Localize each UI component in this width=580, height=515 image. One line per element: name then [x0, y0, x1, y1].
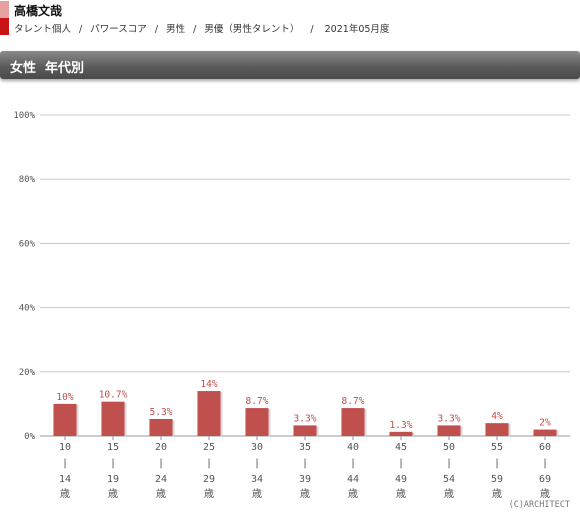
bar — [341, 408, 365, 436]
x-tick-label: | — [110, 458, 116, 469]
x-tick-label: 49 — [395, 474, 407, 485]
breadcrumb-item: パワースコア — [90, 24, 147, 35]
x-tick-label: 34 — [251, 474, 263, 485]
x-tick-label: | — [350, 458, 356, 469]
x-tick-label: 10 — [59, 442, 71, 453]
x-tick-label: 40 — [347, 442, 359, 453]
breadcrumb-item: 2021年05月度 — [324, 24, 390, 35]
y-tick-label: 0% — [24, 432, 35, 442]
bar — [389, 431, 413, 436]
bar — [437, 425, 461, 436]
data-label: 14% — [200, 379, 217, 390]
x-tick-label: 歳 — [396, 488, 406, 500]
breadcrumb-item: タレント個人 — [14, 24, 72, 35]
bar — [53, 403, 77, 436]
y-tick-label: 100% — [13, 111, 35, 121]
x-tick-label: 44 — [347, 474, 359, 485]
copyright-text: (C)ARCHITECT — [508, 500, 570, 510]
x-tick-label: 歳 — [204, 488, 214, 500]
bar — [533, 429, 557, 436]
x-tick-label: | — [158, 458, 164, 469]
data-label: 8.7% — [246, 396, 269, 407]
y-tick-label: 60% — [19, 239, 36, 249]
bar — [197, 391, 221, 436]
x-tick-label: 30 — [251, 442, 263, 453]
x-tick-label: 19 — [107, 474, 119, 485]
page-header: 高橋文哉 タレント個人 / パワースコア / 男性 / 男優（男性タレント） /… — [0, 0, 580, 40]
bar — [101, 401, 125, 436]
breadcrumb-separator: / — [193, 24, 197, 35]
data-label: 3.3% — [294, 413, 317, 424]
breadcrumb-separator: / — [310, 24, 314, 35]
data-label: 10.7% — [99, 390, 128, 401]
header-mark-top — [0, 1, 9, 18]
x-tick-label: | — [542, 458, 548, 469]
x-tick-label: 54 — [443, 474, 455, 485]
section-banner: 女性 年代別 — [0, 51, 580, 79]
x-tick-label: 歳 — [444, 488, 454, 500]
breadcrumb-separator: / — [79, 24, 83, 35]
x-tick-label: 歳 — [540, 488, 550, 500]
x-tick-label: 歳 — [60, 488, 70, 500]
breadcrumb: タレント個人 / パワースコア / 男性 / 男優（男性タレント） / 2021… — [14, 21, 389, 35]
data-label: 10% — [56, 392, 73, 403]
x-tick-label: 35 — [299, 442, 311, 453]
y-tick-label: 20% — [19, 368, 36, 378]
data-label: 3.3% — [438, 413, 461, 424]
x-tick-label: 歳 — [156, 488, 166, 500]
y-tick-label: 80% — [19, 175, 36, 185]
x-tick-label: | — [206, 458, 212, 469]
x-tick-label: 20 — [155, 442, 167, 453]
x-tick-label: 24 — [155, 474, 167, 485]
x-tick-label: 59 — [491, 474, 503, 485]
header-mark-bottom — [0, 18, 9, 35]
data-label: 4% — [491, 411, 503, 422]
x-tick-label: 歳 — [348, 488, 358, 500]
x-tick-label: 69 — [539, 474, 551, 485]
bar — [149, 418, 173, 436]
x-tick-label: 60 — [539, 442, 551, 453]
x-tick-label: | — [254, 458, 260, 469]
x-tick-label: 歳 — [108, 488, 118, 500]
y-tick-label: 40% — [19, 304, 36, 314]
x-tick-label: | — [302, 458, 308, 469]
bar — [485, 423, 509, 436]
bar — [245, 408, 269, 436]
data-label: 8.7% — [342, 396, 365, 407]
talent-name: 高橋文哉 — [14, 4, 63, 18]
x-tick-label: 15 — [107, 442, 119, 453]
x-tick-label: | — [446, 458, 452, 469]
x-tick-label: | — [494, 458, 500, 469]
breadcrumb-item: 男優（男性タレント） — [204, 24, 300, 35]
breadcrumb-item: 男性 — [166, 24, 186, 35]
x-tick-label: 歳 — [252, 488, 262, 500]
x-tick-label: 25 — [203, 442, 215, 453]
header-mark — [0, 1, 9, 35]
x-tick-label: 55 — [491, 442, 503, 453]
x-tick-label: 50 — [443, 442, 455, 453]
x-tick-label: | — [62, 458, 68, 469]
x-tick-label: 14 — [59, 474, 71, 485]
x-tick-label: | — [398, 458, 404, 469]
section-title: 女性 年代別 — [10, 61, 85, 76]
x-tick-label: 29 — [203, 474, 215, 485]
x-tick-label: 39 — [299, 474, 311, 485]
x-tick-label: 歳 — [300, 488, 310, 500]
data-label: 1.3% — [390, 420, 413, 431]
bar — [293, 425, 317, 436]
breadcrumb-separator: / — [154, 24, 159, 35]
data-label: 2% — [539, 418, 551, 429]
data-label: 5.3% — [150, 407, 173, 418]
x-tick-label: 歳 — [492, 488, 502, 500]
x-tick-label: 45 — [395, 442, 407, 453]
